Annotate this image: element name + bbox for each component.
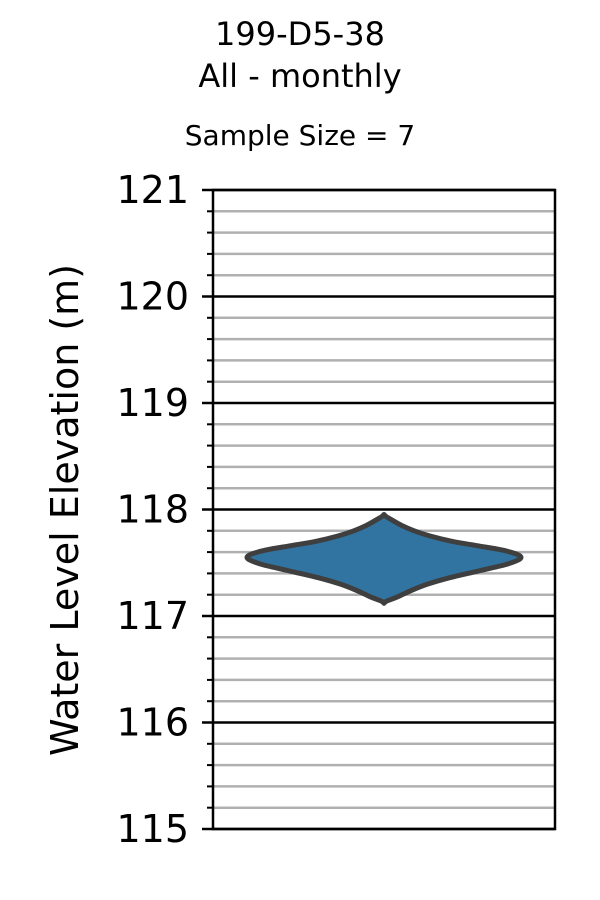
y-tick-label: 121 [116,168,189,212]
y-tick-label: 118 [116,488,189,532]
y-tick-label: 119 [116,381,189,425]
violin-body [244,512,524,606]
grid-lines [213,188,555,831]
y-axis-label: Water Level Elevation (m) [43,264,87,756]
y-tick-label: 115 [116,807,189,851]
y-tick-label: 120 [116,275,189,319]
chart-title-line2: All - monthly [198,57,401,95]
y-tick-label: 117 [116,594,189,638]
y-axis: 115 116 117 118 119 120 121 [116,168,213,851]
chart-subtitle: Sample Size = 7 [185,119,415,152]
violin-group [244,512,524,606]
chart-title-line1: 199-D5-38 [215,15,385,53]
y-tick-label: 116 [116,701,189,745]
plot-frame [211,188,557,831]
